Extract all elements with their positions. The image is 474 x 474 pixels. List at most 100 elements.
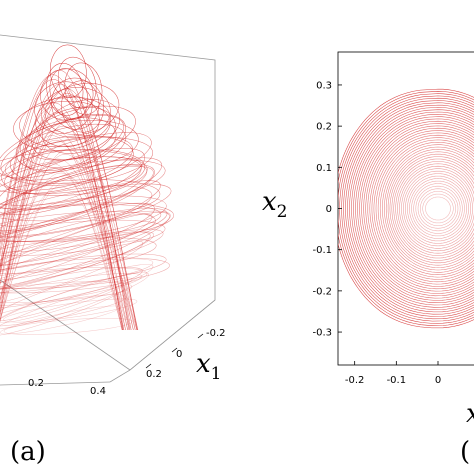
attractor-arc [0, 139, 126, 331]
panel-b-axes-frame [337, 51, 474, 366]
orbit-loop [373, 134, 474, 283]
attractor-arc [0, 186, 131, 331]
attractor-loop [0, 285, 126, 337]
attractor-loop [0, 183, 172, 239]
x1-axis-ticks: -0.2 0 0.2 [145, 328, 226, 380]
attractor-arc [0, 102, 125, 331]
orbit-loop [422, 193, 454, 224]
attractor-arc [0, 149, 139, 331]
x1-axis-label-name: x [196, 349, 211, 379]
attractor-loop [0, 272, 149, 330]
orbit-loop [349, 107, 474, 310]
orbit-loop [338, 88, 474, 329]
orbit-loop [377, 139, 474, 278]
y-tick-label: 0.1 [316, 163, 332, 174]
attractor-loop [57, 56, 97, 109]
orbit-loop [384, 146, 474, 271]
attractor-loop [0, 213, 153, 287]
panel-a-label: (a) [10, 437, 46, 467]
attractor-loop [0, 277, 133, 323]
phase-portrait-trajectory [338, 88, 474, 329]
attractor-loop [0, 305, 121, 335]
attractor-loop [0, 166, 154, 235]
panel-b: 0.30.20.10-0.1-0.2-0.3 -0.2-0.10 x2 x ( [262, 51, 474, 467]
attractor-loop [0, 156, 142, 210]
attractor-arc [0, 177, 138, 331]
x-tick-label: -0.2 [345, 375, 365, 386]
attractor-arc [0, 121, 139, 331]
attractor-loop [0, 257, 170, 289]
attractor-arc [0, 74, 124, 331]
attractor-arc [0, 107, 123, 331]
orbit-loop [353, 111, 474, 306]
attractor-loop [0, 195, 167, 242]
attractor-loop [0, 159, 166, 210]
attractor-arc [0, 125, 134, 331]
attractor-loop [0, 231, 154, 292]
attractor-loop [0, 185, 153, 237]
y-tick-label: 0.2 [316, 122, 332, 133]
orbit-loop [391, 156, 474, 261]
attractor-3d-trajectory [0, 44, 174, 337]
attractor-loop [0, 156, 148, 206]
attractor-loop [0, 164, 155, 232]
x1-tick-label: 0.2 [146, 369, 162, 380]
attractor-loop [0, 211, 156, 253]
orbit-loop [417, 188, 459, 229]
orbit-loop [369, 130, 474, 287]
x-axis-ticks: -0.2 -0.1 0 [345, 361, 441, 386]
orbit-loop [405, 173, 471, 244]
attractor-arc [0, 135, 123, 331]
orbit-loop [401, 168, 474, 249]
attractor-loop [44, 82, 120, 135]
attractor-loop [0, 123, 127, 181]
orbit-loop [409, 178, 467, 239]
x2-axis-label: x2 [262, 187, 288, 222]
attractor-loop [0, 148, 146, 215]
orbit-loop [420, 191, 456, 226]
orbit-loop [387, 151, 474, 266]
attractor-loop [0, 273, 142, 306]
orbit-loop [395, 161, 474, 256]
orbit-loop [385, 149, 474, 268]
attractor-arc [0, 153, 136, 331]
orbit-loop [371, 132, 474, 285]
attractor-loop [0, 149, 142, 195]
attractor-loop [40, 68, 94, 121]
orbit-loop [425, 196, 451, 221]
attractor-loop [61, 80, 104, 133]
attractor-loop [20, 119, 139, 169]
y-tick-label: 0 [326, 204, 332, 215]
orbit-loop [382, 144, 474, 273]
attractor-loop [64, 62, 103, 115]
attractor-loop [0, 253, 167, 290]
y-axis-ticks: 0.3 0.2 0.1 0 -0.1 -0.2 -0.3 [312, 80, 342, 339]
panel-a: -0.2 0 0.2 x1 0.2 0.4 (a) [0, 34, 226, 467]
x-tick-label: -0.1 [387, 375, 407, 386]
attractor-loop [1, 149, 146, 196]
front-tick-label: 0.2 [28, 378, 44, 389]
attractor-loop [0, 204, 162, 242]
orbit-loop [393, 158, 474, 259]
y-tick-label: -0.2 [312, 286, 332, 297]
y-tick-label: 0.3 [316, 80, 332, 91]
attractor-arc [0, 88, 137, 331]
x1-tick-label: -0.2 [206, 328, 226, 339]
orbit-loop [407, 175, 469, 242]
panel-b-label: ( [460, 437, 470, 467]
attractor-loop [0, 157, 163, 227]
attractor-loop [34, 81, 93, 134]
orbit-loop [361, 120, 474, 297]
attractor-loop [49, 68, 88, 120]
attractor-loop [0, 202, 174, 243]
attractor-loop [9, 135, 134, 184]
attractor-loop [0, 267, 148, 294]
x1-axis-label-sub: 1 [211, 364, 222, 384]
attractor-loop [19, 96, 111, 148]
x1-axis-label: x1 [196, 349, 222, 384]
orbit-loop [399, 165, 474, 252]
x2-axis-label-sub: 2 [277, 202, 288, 222]
attractor-loop [0, 210, 171, 271]
attractor-loop [0, 164, 148, 238]
